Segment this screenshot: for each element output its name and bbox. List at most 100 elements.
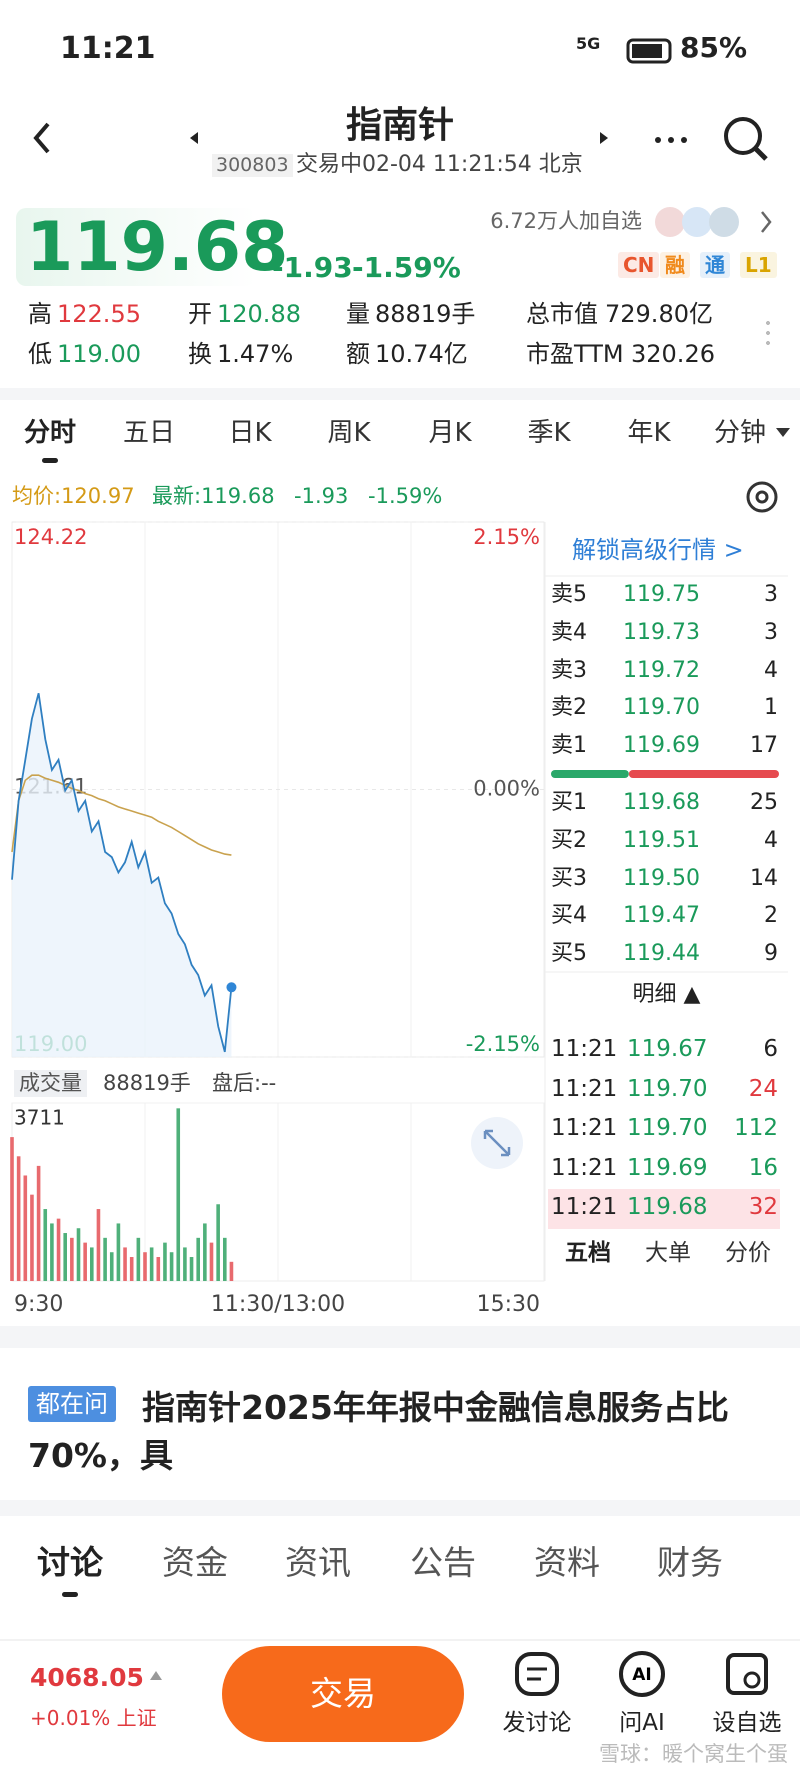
next-icon[interactable] [600, 132, 608, 144]
vol-bar [63, 1233, 67, 1281]
book-label: 卖3 [551, 657, 587, 683]
x-tick-label: 15:30 [477, 1292, 540, 1317]
stat-label: 总市值 [526, 300, 598, 328]
trade-volume: 24 [748, 1075, 778, 1102]
settings-icon[interactable] [746, 481, 778, 513]
vol-bar [149, 1247, 154, 1281]
book-volume: 3 [764, 582, 778, 607]
vol-bar [163, 1242, 167, 1281]
action-label[interactable]: 问AI [619, 1710, 665, 1736]
unlock[interactable]: 解锁高级行情 > [572, 536, 744, 564]
detail-title[interactable]: 明细 ▲ [632, 982, 701, 1007]
chart-tab[interactable]: 周K [327, 418, 371, 448]
caret [776, 428, 790, 437]
trade-time: 11:21 [551, 1194, 618, 1221]
book-label: 买5 [551, 941, 587, 967]
avg-line [11, 774, 232, 856]
tag: 融 [660, 252, 690, 278]
network: 5G [576, 34, 601, 53]
book-volume: 3 [764, 619, 778, 645]
trade-time: 11:21 [551, 1154, 618, 1181]
section-tab[interactable]: 讨论 [37, 1543, 103, 1582]
tag: 通 [700, 252, 730, 278]
trade-time: 11:21 [551, 1075, 618, 1102]
discuss-icon[interactable] [515, 1652, 559, 1696]
y2-tick-label: 0.00% [473, 777, 540, 801]
section-tab[interactable]: 资金 [162, 1543, 228, 1582]
section-tab[interactable]: 财务 [657, 1543, 723, 1582]
battery-level: 85% [680, 31, 748, 64]
section-tab[interactable]: 资料 [534, 1543, 600, 1582]
action-label[interactable]: 发讨论 [502, 1710, 572, 1736]
vol-bar [156, 1257, 161, 1281]
book-volume: 9 [764, 941, 778, 967]
avg: 均价:120.97 [12, 484, 135, 508]
book-label: 卖5 [551, 582, 587, 607]
y-tick-label: 124.22 [14, 525, 87, 549]
book-volume: 14 [750, 865, 778, 891]
trade-price: 119.68 [627, 1194, 708, 1221]
section-tab[interactable]: 资讯 [285, 1543, 351, 1582]
watermark: 雪球：暖个窝生个蛋 [599, 1742, 788, 1766]
chart-tab[interactable]: 季K [527, 418, 571, 448]
chart-tab[interactable]: 五日 [122, 418, 175, 448]
section-tab[interactable]: 公告 [410, 1543, 476, 1582]
stat-value: 120.88 [217, 300, 301, 328]
ai-icon[interactable]: AI [619, 1651, 665, 1697]
stat-value: 10.74亿 [375, 340, 468, 368]
book-tab[interactable]: 分价 [725, 1240, 771, 1266]
x-tick-label: 11:30/13:00 [211, 1292, 345, 1317]
trade-volume: 16 [748, 1154, 778, 1181]
vol-bar [169, 1252, 174, 1281]
stat-value: 729.80亿 [605, 300, 713, 328]
chart-tab[interactable]: 分钟 [713, 418, 766, 448]
after-hours: 盘后:-- [212, 1071, 277, 1095]
chart-tab[interactable]: 月K [428, 418, 472, 448]
vol-bar [123, 1247, 127, 1281]
change: -1.93 [272, 251, 353, 284]
watchers: 6.72万人加自选 [490, 209, 642, 233]
search-icon[interactable] [724, 117, 768, 161]
vol-bar [23, 1175, 28, 1281]
back-icon[interactable] [33, 122, 50, 154]
action-label[interactable]: 设自选 [712, 1710, 782, 1736]
book-label: 卖4 [551, 619, 587, 645]
index-value[interactable]: 4068.05 [30, 1663, 144, 1692]
expand-icon[interactable] [471, 1117, 523, 1169]
chart-tab[interactable]: 年K [627, 418, 671, 448]
vol-bar [143, 1252, 147, 1281]
book-volume: 4 [764, 827, 778, 853]
book-label: 买4 [551, 903, 587, 929]
book-price: 119.68 [623, 790, 700, 815]
stat-value: 122.55 [57, 300, 141, 328]
book-price: 119.50 [623, 865, 700, 891]
chart-tab[interactable]: 日K [228, 418, 272, 448]
price-bg [16, 208, 256, 286]
index-change[interactable]: +0.01% 上证 [30, 1706, 157, 1730]
tag: L1 [740, 252, 777, 278]
news-headline[interactable]: 指南针2025年年报中金融信息服务占比70%，具 [28, 1388, 729, 1475]
price: 119.68 [26, 208, 289, 287]
info-pct: -1.59% [368, 484, 443, 508]
vol-bar [43, 1209, 48, 1281]
vol-bar [70, 1237, 74, 1281]
watch-icon[interactable] [726, 1653, 768, 1695]
vol-bar [183, 1247, 187, 1281]
book-tab[interactable]: 大单 [645, 1240, 691, 1266]
prev-icon[interactable] [190, 132, 198, 144]
book-volume: 25 [750, 790, 778, 815]
book-tab[interactable]: 五档 [565, 1240, 611, 1266]
separator [0, 1326, 800, 1348]
more-dots [766, 318, 770, 348]
chart-tab[interactable]: 分时 [23, 418, 76, 448]
more-icon[interactable] [655, 137, 687, 143]
vol-label: 成交量 [14, 1070, 87, 1097]
trade-price: 119.69 [627, 1154, 708, 1181]
stock-code: 300803 [212, 154, 293, 177]
news-tag: 都在问 [28, 1386, 116, 1422]
vol-total: 88819手 [103, 1071, 191, 1095]
svg-text:AI: AI [632, 1665, 651, 1685]
trade-button[interactable]: 交易 [222, 1646, 464, 1742]
vol-bar [229, 1261, 234, 1281]
